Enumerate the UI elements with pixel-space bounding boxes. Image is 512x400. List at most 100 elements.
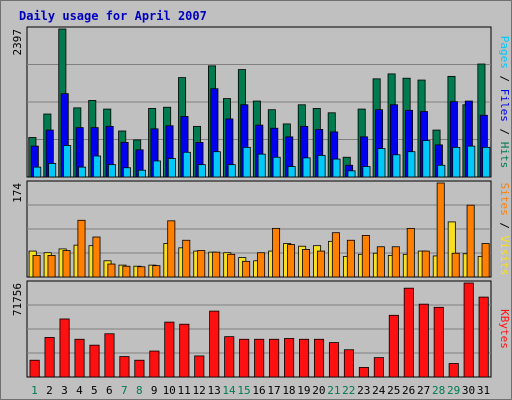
kbytes-bar-day-28 bbox=[433, 306, 444, 378]
sites-bar-day-6 bbox=[107, 263, 116, 278]
sites-bar-day-12 bbox=[197, 250, 206, 278]
pages-bar-day-19 bbox=[302, 157, 311, 178]
visits-sites-ymax-label: 174 bbox=[11, 183, 24, 203]
day-label-4: 4 bbox=[76, 384, 83, 397]
kbytes-bar-day-7 bbox=[119, 356, 130, 378]
kbytes-bar-day-30 bbox=[463, 282, 474, 378]
sites-bar-day-7 bbox=[122, 265, 131, 278]
pages-bar-day-1 bbox=[33, 166, 42, 178]
pages-bar-day-9 bbox=[152, 160, 161, 178]
sites-bar-day-18 bbox=[287, 244, 296, 278]
kbytes-bar-day-2 bbox=[44, 337, 55, 378]
pages-bar-day-13 bbox=[212, 151, 221, 178]
pages-bar-day-12 bbox=[197, 164, 206, 178]
kbytes-bar-day-23 bbox=[358, 367, 369, 378]
kbytes-bar-day-10 bbox=[164, 321, 175, 378]
day-label-16: 16 bbox=[252, 384, 265, 397]
day-label-23: 23 bbox=[357, 384, 370, 397]
day-label-19: 19 bbox=[297, 384, 310, 397]
visits-sites-side-label: Sites / Visits bbox=[498, 183, 511, 276]
sites-bar-day-30 bbox=[466, 204, 475, 278]
sites-bar-day-11 bbox=[182, 239, 191, 278]
sites-bar-day-31 bbox=[481, 243, 490, 278]
kbytes-bar-day-26 bbox=[403, 287, 414, 378]
day-label-6: 6 bbox=[106, 384, 113, 397]
kbytes-panel: 71756 KBytes bbox=[11, 280, 511, 378]
pages-bar-day-25 bbox=[392, 154, 401, 178]
kbytes-bar-day-25 bbox=[388, 314, 399, 378]
kbytes-bar-day-18 bbox=[284, 338, 295, 378]
sites-bar-day-10 bbox=[167, 220, 176, 278]
pages-bar-day-17 bbox=[272, 156, 281, 178]
day-label-10: 10 bbox=[163, 384, 176, 397]
day-label-31: 31 bbox=[477, 384, 490, 397]
sites-bar-day-16 bbox=[257, 252, 266, 278]
day-label-7: 7 bbox=[121, 384, 128, 397]
day-label-18: 18 bbox=[282, 384, 295, 397]
kbytes-bar-day-20 bbox=[313, 338, 325, 378]
pages-bar-day-6 bbox=[108, 164, 116, 178]
kbytes-bar-day-27 bbox=[418, 303, 429, 378]
pages-bar-day-31 bbox=[482, 146, 491, 178]
kbytes-bar-day-4 bbox=[74, 338, 85, 378]
kbytes-bar-day-16 bbox=[254, 338, 265, 378]
day-label-8: 8 bbox=[136, 384, 143, 397]
day-label-3: 3 bbox=[61, 384, 68, 397]
sites-bar-day-13 bbox=[212, 251, 221, 278]
kbytes-bar-day-12 bbox=[194, 355, 205, 378]
day-label-5: 5 bbox=[91, 384, 98, 397]
day-label-29: 29 bbox=[447, 384, 460, 397]
pages-bar-day-28 bbox=[437, 164, 446, 178]
day-label-20: 20 bbox=[312, 384, 325, 397]
sites-bar-day-4 bbox=[77, 219, 86, 278]
kbytes-bar-day-11 bbox=[179, 323, 190, 378]
kbytes-bar-day-21 bbox=[328, 342, 340, 378]
day-label-24: 24 bbox=[372, 384, 386, 397]
sites-bar-day-28 bbox=[436, 182, 445, 278]
sites-bar-day-17 bbox=[272, 227, 281, 278]
kbytes-bar-day-8 bbox=[134, 359, 145, 378]
pages-bar-day-2 bbox=[48, 163, 57, 178]
day-label-9: 9 bbox=[151, 384, 158, 397]
day-label-26: 26 bbox=[402, 384, 415, 397]
sites-bar-day-8 bbox=[137, 266, 146, 278]
day-label-30: 30 bbox=[462, 384, 475, 397]
day-label-12: 12 bbox=[193, 384, 206, 397]
pages-bar-day-22 bbox=[347, 170, 356, 178]
chart-title: Daily usage for April 2007 bbox=[19, 9, 207, 23]
pages-bar-day-4 bbox=[78, 166, 87, 178]
kbytes-bar-day-3 bbox=[59, 318, 70, 378]
sites-bar-day-19 bbox=[302, 249, 310, 278]
day-label-11: 11 bbox=[178, 384, 191, 397]
pages-bar-day-26 bbox=[407, 151, 416, 178]
day-label-21: 21 bbox=[327, 384, 340, 397]
sites-bar-day-9 bbox=[152, 265, 161, 278]
pages-bar-day-24 bbox=[377, 148, 386, 178]
pages-bar-day-23 bbox=[362, 166, 371, 178]
kbytes-bar-day-31 bbox=[478, 296, 489, 378]
pages-bar-day-21 bbox=[332, 158, 341, 178]
sites-bar-day-21 bbox=[331, 232, 340, 278]
sites-bar-day-20 bbox=[316, 250, 325, 278]
pages-bar-day-29 bbox=[452, 146, 461, 178]
sites-bar-day-29 bbox=[451, 252, 460, 278]
kbytes-bar-day-17 bbox=[269, 338, 280, 378]
sites-bar-day-23 bbox=[361, 234, 370, 278]
day-label-15: 15 bbox=[237, 384, 250, 397]
kbytes-bar-day-13 bbox=[209, 310, 220, 378]
hits-files-pages-side-label: Pages / Files / Hits bbox=[498, 36, 511, 169]
pages-bar-day-30 bbox=[467, 145, 476, 178]
pages-bar-day-7 bbox=[122, 167, 131, 178]
day-label-28: 28 bbox=[432, 384, 445, 397]
sites-bar-day-15 bbox=[242, 260, 251, 278]
kbytes-bar-day-9 bbox=[149, 350, 160, 378]
pages-bar-day-20 bbox=[317, 154, 326, 178]
day-label-1: 1 bbox=[31, 384, 38, 397]
pages-bar-day-11 bbox=[182, 151, 191, 178]
sites-bar-day-25 bbox=[391, 246, 400, 278]
pages-bar-day-14 bbox=[227, 164, 236, 178]
kbytes-bar-day-5 bbox=[89, 344, 100, 378]
kbytes-bar-day-14 bbox=[224, 336, 235, 378]
